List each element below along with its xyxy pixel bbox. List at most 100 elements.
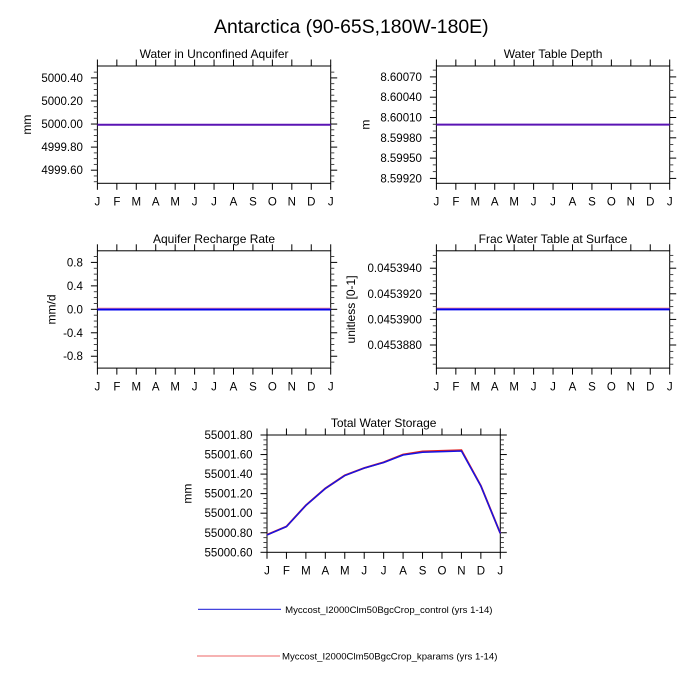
svg-text:A: A <box>399 566 407 578</box>
svg-text:J: J <box>667 197 673 209</box>
svg-text:55000.60: 55000.60 <box>205 547 253 559</box>
svg-text:A: A <box>321 566 329 578</box>
svg-text:Total Water Storage: Total Water Storage <box>331 416 437 430</box>
svg-text:0.0453900: 0.0453900 <box>368 314 422 326</box>
svg-text:8.60010: 8.60010 <box>380 113 422 125</box>
svg-text:A: A <box>230 197 238 209</box>
svg-text:J: J <box>531 382 537 394</box>
svg-text:Myccost_I2000Clm50BgcCrop_cont: Myccost_I2000Clm50BgcCrop_control (yrs 1… <box>285 605 492 616</box>
svg-text:J: J <box>497 566 503 578</box>
svg-text:A: A <box>230 382 238 394</box>
svg-text:N: N <box>457 566 465 578</box>
svg-text:D: D <box>307 382 315 394</box>
svg-text:N: N <box>627 197 635 209</box>
svg-text:4999.60: 4999.60 <box>41 165 83 177</box>
svg-text:4999.80: 4999.80 <box>41 142 83 154</box>
svg-text:S: S <box>419 566 427 578</box>
svg-text:Aquifer Recharge Rate: Aquifer Recharge Rate <box>153 232 275 246</box>
svg-text:J: J <box>667 382 673 394</box>
svg-text:S: S <box>249 197 257 209</box>
svg-text:N: N <box>627 382 635 394</box>
svg-text:5000.00: 5000.00 <box>41 119 83 131</box>
svg-text:8.59920: 8.59920 <box>380 173 422 185</box>
svg-text:M: M <box>170 197 180 209</box>
svg-text:J: J <box>434 197 440 209</box>
svg-text:J: J <box>211 197 217 209</box>
svg-text:J: J <box>192 197 198 209</box>
svg-text:J: J <box>361 566 367 578</box>
svg-text:F: F <box>452 382 459 394</box>
svg-text:J: J <box>434 382 440 394</box>
svg-text:M: M <box>470 197 480 209</box>
svg-text:Antarctica (90-65S,180W-180E): Antarctica (90-65S,180W-180E) <box>214 16 488 38</box>
svg-text:A: A <box>152 197 160 209</box>
svg-text:0.0: 0.0 <box>67 304 83 316</box>
svg-text:Water Table Depth: Water Table Depth <box>504 47 603 61</box>
svg-text:A: A <box>569 382 577 394</box>
svg-text:Myccost_I2000Clm50BgcCrop_kpar: Myccost_I2000Clm50BgcCrop_kparams (yrs 1… <box>282 651 497 662</box>
svg-text:M: M <box>131 382 141 394</box>
svg-text:mm: mm <box>20 115 34 135</box>
svg-text:J: J <box>328 382 334 394</box>
svg-text:8.60070: 8.60070 <box>380 72 422 84</box>
svg-text:F: F <box>113 197 120 209</box>
svg-text:D: D <box>646 197 654 209</box>
svg-text:M: M <box>131 197 141 209</box>
svg-text:J: J <box>550 382 556 394</box>
svg-text:0.8: 0.8 <box>67 257 83 269</box>
svg-text:D: D <box>646 382 654 394</box>
svg-text:S: S <box>588 197 596 209</box>
svg-text:F: F <box>283 566 290 578</box>
svg-text:O: O <box>268 382 277 394</box>
svg-text:F: F <box>113 382 120 394</box>
svg-text:M: M <box>470 382 480 394</box>
svg-text:Frac Water Table at Surface: Frac Water Table at Surface <box>479 232 628 246</box>
svg-text:N: N <box>288 382 296 394</box>
svg-text:M: M <box>301 566 311 578</box>
svg-text:A: A <box>152 382 160 394</box>
svg-text:0.0453940: 0.0453940 <box>368 263 422 275</box>
svg-text:5000.40: 5000.40 <box>41 73 83 85</box>
svg-text:J: J <box>211 382 217 394</box>
svg-text:J: J <box>550 197 556 209</box>
svg-text:-0.4: -0.4 <box>63 328 83 340</box>
svg-text:m: m <box>359 120 373 130</box>
svg-text:0.0453880: 0.0453880 <box>368 340 422 352</box>
svg-text:8.59950: 8.59950 <box>380 153 422 165</box>
svg-text:J: J <box>192 382 198 394</box>
svg-text:S: S <box>249 382 257 394</box>
svg-text:mm/d: mm/d <box>44 294 58 324</box>
svg-text:A: A <box>491 382 499 394</box>
svg-text:J: J <box>531 197 537 209</box>
svg-text:8.59980: 8.59980 <box>380 133 422 145</box>
svg-text:J: J <box>264 566 270 578</box>
svg-text:M: M <box>170 382 180 394</box>
svg-text:55001.00: 55001.00 <box>205 508 253 520</box>
svg-text:55001.40: 55001.40 <box>205 469 253 481</box>
svg-text:A: A <box>569 197 577 209</box>
svg-text:D: D <box>307 197 315 209</box>
svg-text:J: J <box>95 197 101 209</box>
svg-text:8.60040: 8.60040 <box>380 92 422 104</box>
svg-text:55001.20: 55001.20 <box>205 489 253 501</box>
svg-text:55001.80: 55001.80 <box>205 430 253 442</box>
svg-text:M: M <box>509 382 519 394</box>
svg-text:0.4: 0.4 <box>67 281 84 293</box>
svg-text:-0.8: -0.8 <box>63 351 83 363</box>
svg-text:O: O <box>268 197 277 209</box>
svg-text:A: A <box>491 197 499 209</box>
svg-text:J: J <box>381 566 387 578</box>
svg-text:O: O <box>607 197 616 209</box>
svg-text:55001.60: 55001.60 <box>205 450 253 462</box>
svg-text:N: N <box>288 197 296 209</box>
svg-text:Water in Unconfined Aquifer: Water in Unconfined Aquifer <box>140 47 289 61</box>
svg-text:J: J <box>95 382 101 394</box>
svg-text:0.0453920: 0.0453920 <box>368 289 422 301</box>
svg-text:55000.80: 55000.80 <box>205 528 253 540</box>
svg-text:O: O <box>438 566 447 578</box>
svg-text:5000.20: 5000.20 <box>41 96 83 108</box>
svg-text:mm: mm <box>181 484 195 504</box>
svg-text:M: M <box>340 566 350 578</box>
svg-text:M: M <box>509 197 519 209</box>
svg-text:unitless [0-1]: unitless [0-1] <box>344 275 358 343</box>
